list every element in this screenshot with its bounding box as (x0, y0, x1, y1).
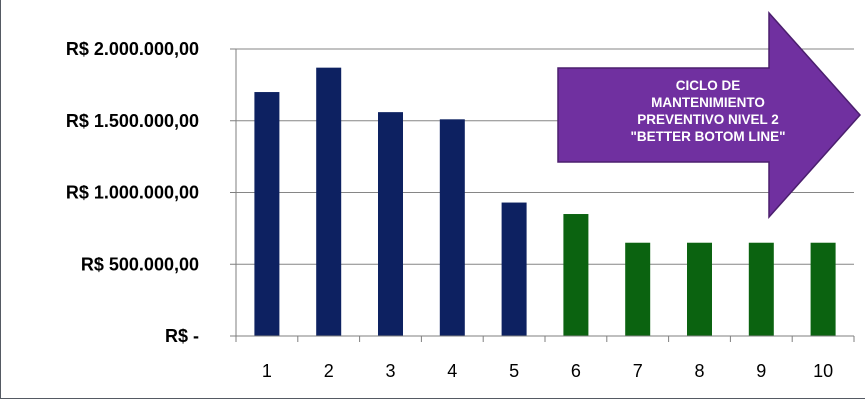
x-tick-label: 6 (571, 361, 581, 381)
arrow-label-line: "BETTER BOTOM LINE" (630, 129, 785, 144)
y-tick-label: R$ 1.000.000,00 (66, 183, 199, 203)
bar-4 (439, 119, 465, 336)
y-axis-ticks: R$ - R$ 500.000,00 R$ 1.000.000,00 R$ 1.500… (66, 39, 236, 346)
x-tick-label: 1 (262, 361, 272, 381)
arrow-label-line: MANTENIMIENTO (651, 95, 765, 110)
arrow-label-line: PREVENTIVO NIVEL 2 (637, 112, 779, 127)
bars (254, 67, 836, 336)
x-tick-label: 5 (509, 361, 519, 381)
bar-7 (625, 242, 651, 336)
x-tick-label: 7 (633, 361, 643, 381)
x-tick-label: 8 (694, 361, 704, 381)
x-tick-label: 4 (447, 361, 457, 381)
arrow-label-line: CICLO DE (676, 78, 741, 93)
x-tick-label: 3 (385, 361, 395, 381)
cycle-arrow-annotation: CICLO DE MANTENIMIENTO PREVENTIVO NIVEL 2 "… (557, 11, 862, 219)
bar-8 (687, 242, 712, 336)
bar-6 (563, 214, 589, 336)
bar-10 (810, 242, 836, 336)
y-tick-label: R$ 2.000.000,00 (66, 39, 199, 59)
bar-3 (378, 112, 403, 336)
bar-1 (254, 92, 280, 336)
bar-9 (748, 242, 774, 336)
x-tick-label: 10 (813, 361, 833, 381)
x-tick-label: 9 (756, 361, 766, 381)
arrow-shape (557, 11, 862, 219)
x-axis-ticks: 1 2 3 4 5 6 7 8 9 10 (235, 336, 855, 381)
x-tick-label: 2 (324, 361, 334, 381)
bar-2 (316, 67, 342, 336)
arrow-label: CICLO DE MANTENIMIENTO PREVENTIVO NIVEL 2 "… (630, 78, 785, 144)
y-tick-label: R$ - (165, 326, 199, 346)
y-tick-label: R$ 500.000,00 (81, 254, 199, 274)
bar-5 (501, 202, 527, 336)
y-tick-label: R$ 1.500.000,00 (66, 111, 199, 131)
